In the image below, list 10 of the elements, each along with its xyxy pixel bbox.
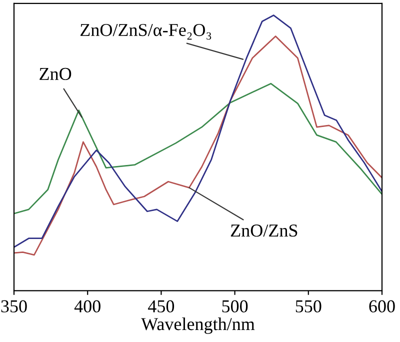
annotation: ZnO/ZnS bbox=[230, 224, 298, 237]
x-tick-label: 500 bbox=[222, 300, 248, 312]
x-tick-label: 350 bbox=[1, 300, 27, 312]
x-axis-title: Wavelength/nm bbox=[141, 317, 255, 334]
x-tick-label: 400 bbox=[74, 300, 100, 312]
annotation: ZnO/ZnS/α-Fe₂O₃ bbox=[80, 24, 212, 40]
x-tick-label: 550 bbox=[296, 300, 322, 312]
x-tick-label: 450 bbox=[148, 300, 174, 312]
annotation: ZnO bbox=[40, 68, 72, 80]
x-tick-label: 600 bbox=[369, 300, 395, 312]
